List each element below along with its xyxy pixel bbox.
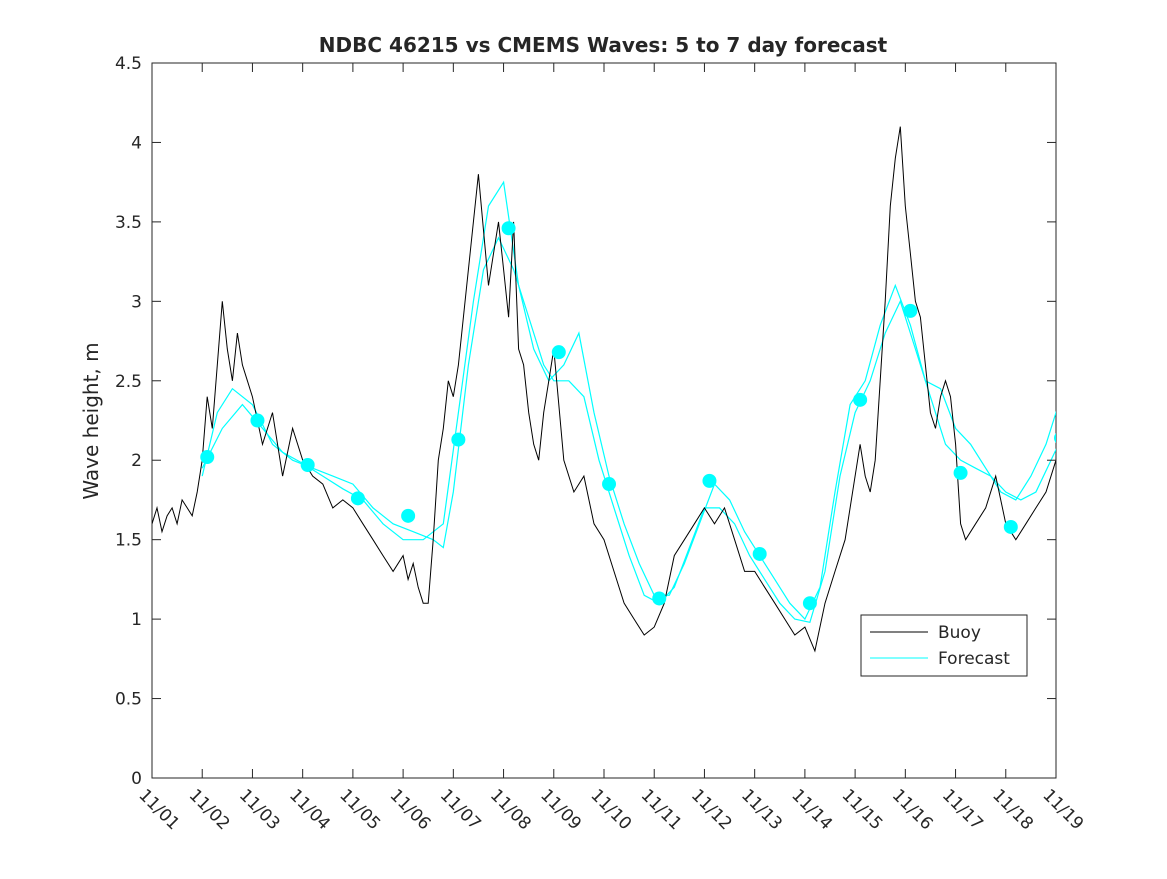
forecast-point	[300, 457, 315, 472]
forecast-point	[401, 508, 416, 523]
y-tick-label: 2.5	[115, 372, 142, 392]
forecast-point	[1003, 519, 1018, 534]
y-tick-label: 0	[131, 769, 142, 789]
y-tick-label: 1.5	[115, 531, 142, 551]
legend: Buoy Forecast	[860, 614, 1028, 677]
forecast-point	[903, 303, 918, 318]
forecast-point	[752, 546, 767, 561]
y-tick-label: 4.5	[115, 54, 142, 74]
y-tick-label: 1	[131, 610, 142, 630]
forecast-point	[1054, 433, 1056, 443]
forecast-point	[702, 473, 717, 488]
forecast-point	[250, 413, 265, 428]
y-tick-label: 3.5	[115, 213, 142, 233]
chart-title: NDBC 46215 vs CMEMS Waves: 5 to 7 day fo…	[319, 33, 888, 57]
forecast-point	[551, 345, 566, 360]
legend-box	[860, 614, 1028, 677]
y-tick-label: 2	[131, 451, 142, 471]
data-layer	[152, 126, 1056, 653]
forecast-point	[802, 596, 817, 611]
forecast-point	[451, 432, 466, 447]
y-tick-label: 4	[131, 133, 142, 153]
y-axis-label: Wave height, m	[79, 342, 103, 499]
legend-label-forecast: Forecast	[938, 649, 1010, 669]
forecast-point	[501, 221, 516, 236]
buoy-line	[152, 126, 1056, 653]
forecast-point	[350, 491, 365, 506]
plot-area: 00.511.522.533.544.511/01 11/02 11/03 11/04…	[115, 54, 1087, 834]
y-tick-label: 3	[131, 292, 142, 312]
forecast-point	[200, 450, 215, 465]
forecast-line-alt	[201, 180, 1056, 621]
legend-label-buoy: Buoy	[938, 623, 981, 643]
forecast-point	[853, 392, 868, 407]
forecast-point	[602, 477, 617, 492]
y-tick-label: 0.5	[115, 690, 142, 710]
forecast-point	[652, 591, 667, 606]
forecast-point	[953, 465, 968, 480]
